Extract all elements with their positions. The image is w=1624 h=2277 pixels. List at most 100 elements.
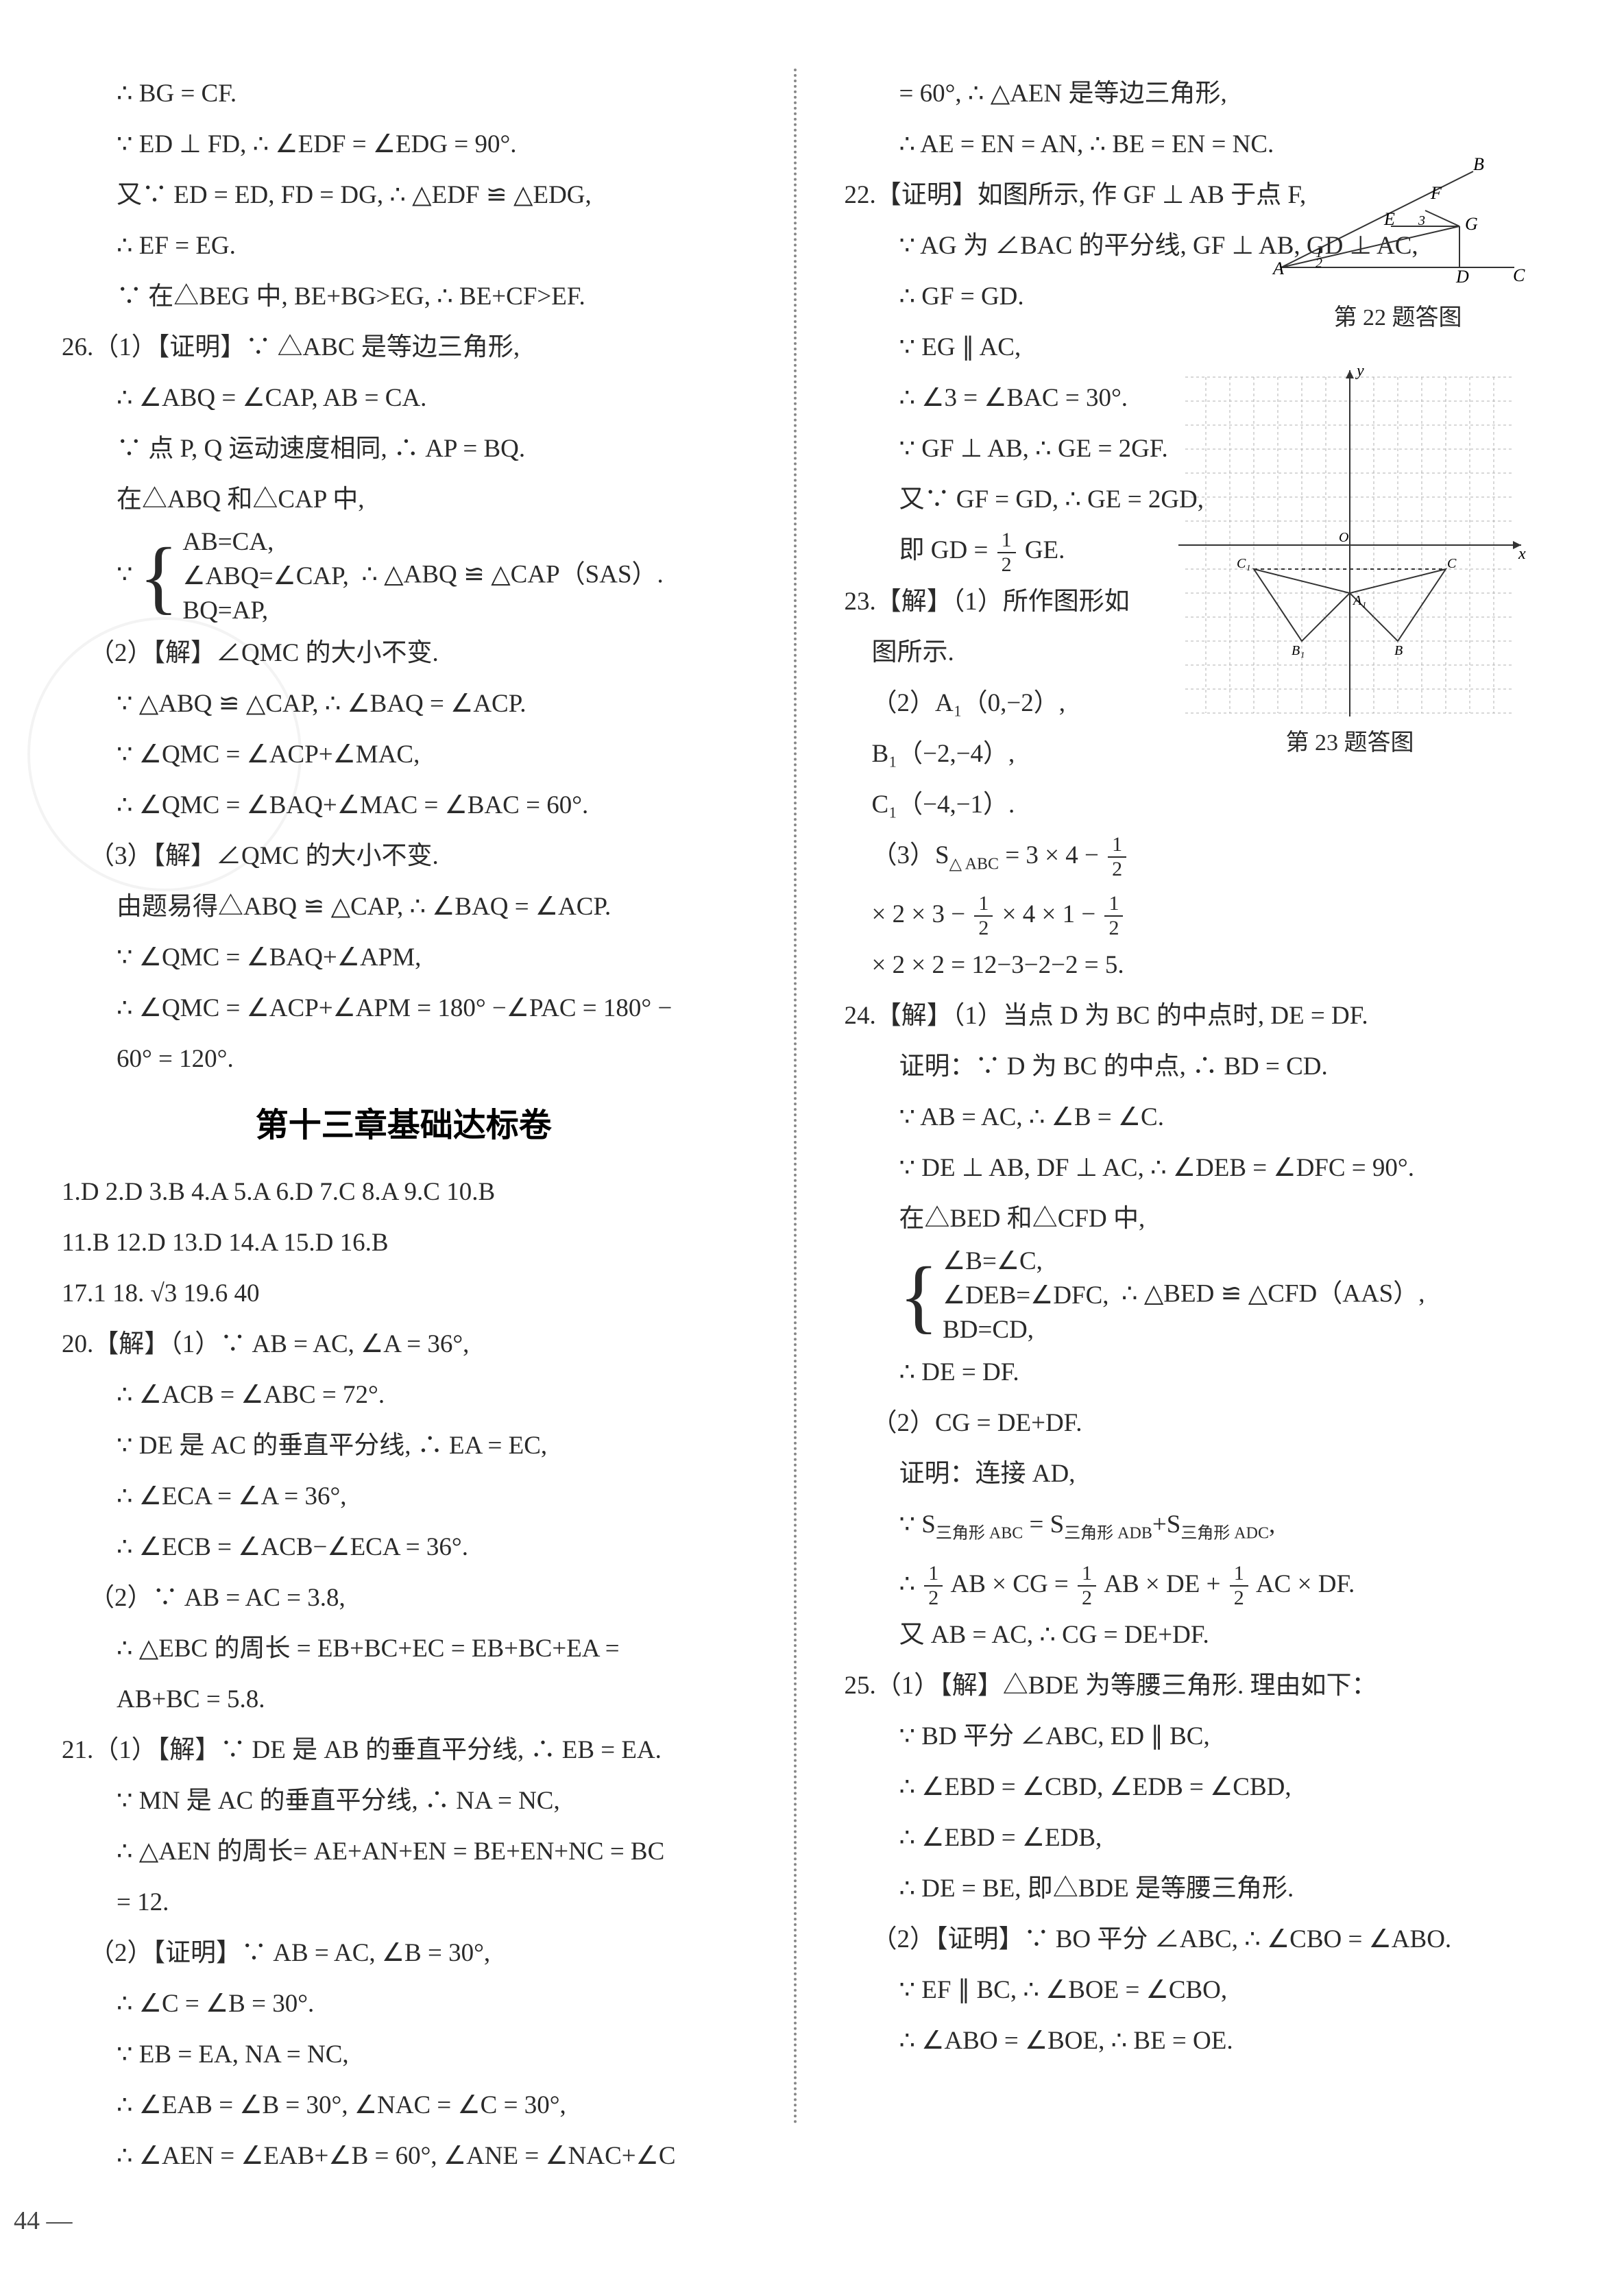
subscript: 三角形 ADC bbox=[1180, 1525, 1269, 1543]
text-line: ∴ DE = BE, 即△BDE 是等腰三角形. bbox=[845, 1864, 1529, 1914]
subscript: 三角形 ADB bbox=[1064, 1525, 1152, 1543]
text-fragment: +S bbox=[1152, 1510, 1180, 1539]
text-line: ∴ ∠QMC = ∠BAQ+∠MAC = ∠BAC = 60°. bbox=[62, 780, 746, 831]
fraction-half: 12 bbox=[1230, 1562, 1248, 1610]
brace-line: ∠DEB=∠DFC, bbox=[943, 1279, 1108, 1313]
chapter-title: 第十三章基础达标卷 bbox=[62, 1085, 746, 1167]
text-line: × 2 × 2 = 12−3−2−2 = 5. bbox=[845, 940, 1529, 991]
text-line: 60° = 120°. bbox=[62, 1034, 746, 1085]
text-line: ∵ EB = EA, NA = NC, bbox=[62, 2029, 746, 2080]
text-line: ∵ ∠QMC = ∠ACP+∠MAC, bbox=[62, 730, 746, 780]
text-fragment: = 3 × 4 − bbox=[999, 841, 1105, 869]
svg-text:2: 2 bbox=[1316, 256, 1322, 271]
subscript: 三角形 ABC bbox=[936, 1525, 1023, 1543]
figure-label: 第 22 题答图 bbox=[1268, 298, 1528, 332]
text-fragment: = S bbox=[1023, 1510, 1064, 1539]
text-line: ∴ ∠EBD = ∠CBD, ∠EDB = ∠CBD, bbox=[845, 1762, 1529, 1813]
text-line: = 12. bbox=[62, 1877, 746, 1928]
q20-head: 20.【解】（1）∵ AB = AC, ∠A = 36°, bbox=[62, 1319, 746, 1370]
fraction-half: 12 bbox=[1108, 833, 1126, 881]
brace-line: AB=CA, bbox=[182, 525, 348, 559]
svg-text:x: x bbox=[1518, 545, 1526, 563]
svg-text:A: A bbox=[1272, 258, 1284, 278]
text-line: ∴ ∠EBD = ∠EDB, bbox=[845, 1813, 1529, 1864]
brace-after: ∴ △BED ≌ △CFD（AAS）, bbox=[1122, 1280, 1425, 1308]
text-line: ∵ MN 是 AC 的垂直平分线, ∴ NA = NC, bbox=[62, 1776, 746, 1827]
q21-head: 21.（1）【解】∵ DE 是 AB 的垂直平分线, ∴ EB = EA. bbox=[62, 1725, 746, 1776]
text-line: ∵ 点 P, Q 运动速度相同, ∴ AP = BQ. bbox=[62, 424, 746, 474]
svg-text:3: 3 bbox=[1418, 213, 1425, 228]
svg-text:C: C bbox=[1513, 265, 1525, 285]
figure-label: 第 23 题答图 bbox=[1172, 723, 1528, 757]
text-fragment: （3）S bbox=[872, 841, 949, 869]
svg-text:B₁: B₁ bbox=[1292, 643, 1305, 658]
text-line: ∴ BG = CF. bbox=[62, 69, 746, 119]
text-line: ∵ AB = AC, ∴ ∠B = ∠C. bbox=[845, 1092, 1529, 1143]
text-line: ∴ DE = DF. bbox=[845, 1347, 1529, 1398]
text-fragment: AB × DE + bbox=[1104, 1570, 1226, 1598]
text-line: ∵ ED ⊥ FD, ∴ ∠EDF = ∠EDG = 90°. bbox=[62, 119, 746, 170]
svg-text:C₁: C₁ bbox=[1237, 556, 1250, 571]
text-line: × 2 × 3 − 12 × 4 × 1 − 12 bbox=[845, 889, 1529, 941]
text-line: ∴ ∠ABO = ∠BOE, ∴ BE = OE. bbox=[845, 2016, 1529, 2067]
text-fragment: 即 GD = bbox=[899, 536, 995, 564]
mcq-row: 11.B 12.D 13.D 14.A 15.D 16.B bbox=[62, 1218, 746, 1268]
text-line: ∵ △ABQ ≌ △CAP, ∴ ∠BAQ = ∠ACP. bbox=[62, 679, 746, 730]
text-line: ∴ ∠ACB = ∠ABC = 72°. bbox=[62, 1370, 746, 1421]
text-line: 由题易得△ABQ ≌ △CAP, ∴ ∠BAQ = ∠ACP. bbox=[62, 882, 746, 932]
text-fragment: × 4 × 1 − bbox=[1002, 900, 1102, 928]
brace-line: BD=CD, bbox=[943, 1313, 1108, 1347]
text-line: 证明：∵ D 为 BC 的中点, ∴ BD = CD. bbox=[845, 1041, 1529, 1092]
text-line: （2）【证明】∵ AB = AC, ∠B = 30°, bbox=[62, 1928, 746, 1979]
text-fragment: × 2 × 3 − bbox=[872, 900, 972, 928]
right-column: = 60°, ∴ △AEN 是等边三角形, ∴ AE = EN = AN, ∴ … bbox=[845, 69, 1529, 2125]
fraction-half: 12 bbox=[1078, 1562, 1096, 1610]
brace-line: ∠ABQ=∠CAP, bbox=[182, 559, 348, 594]
text-line: （2）∵ AB = AC = 3.8, bbox=[62, 1573, 746, 1624]
mcq-row: 17.1 18. √3 19.6 40 bbox=[62, 1268, 746, 1319]
subscript: △ ABC bbox=[949, 855, 999, 873]
svg-text:E: E bbox=[1383, 209, 1395, 229]
text-fragment: GE. bbox=[1025, 536, 1065, 564]
coordinate-grid-icon: x y O A₁ B₁ C₁ B C bbox=[1172, 363, 1528, 720]
q24-head: 24.【解】（1）当点 D 为 BC 的中点时, DE = DF. bbox=[845, 991, 1529, 1041]
fraction-half: 12 bbox=[974, 892, 993, 940]
text-line: ∵ BD 平分 ∠ABC, ED ∥ BC, bbox=[845, 1711, 1529, 1762]
svg-text:C: C bbox=[1447, 556, 1457, 571]
column-divider bbox=[794, 69, 797, 2125]
brace-line: ∠B=∠C, bbox=[943, 1244, 1108, 1279]
text-line: ∴ △AEN 的周长= AE+AN+EN = BE+EN+NC = BC bbox=[62, 1827, 746, 1877]
text-line: ∴ ∠EAB = ∠B = 30°, ∠NAC = ∠C = 30°, bbox=[62, 2080, 746, 2131]
text-line: 在△BED 和△CFD 中, bbox=[845, 1194, 1529, 1244]
text-line: （3）【解】∠QMC 的大小不变. bbox=[62, 831, 746, 882]
text-line: ∵ DE ⊥ AB, DF ⊥ AC, ∴ ∠DEB = ∠DFC = 90°. bbox=[845, 1143, 1529, 1194]
text-line: ∴ ∠ECB = ∠ACB−∠ECA = 36°. bbox=[62, 1522, 746, 1573]
text-line: （2）CG = DE+DF. bbox=[845, 1398, 1529, 1449]
text-line: C₁（−4,−1）. bbox=[845, 780, 1529, 830]
text-line: AB+BC = 5.8. bbox=[62, 1674, 746, 1725]
text-line: 证明：连接 AD, bbox=[845, 1449, 1529, 1499]
text-fragment: , bbox=[1269, 1510, 1275, 1539]
text-fragment: AB × CG = bbox=[951, 1570, 1076, 1598]
svg-text:y: y bbox=[1355, 363, 1364, 380]
triangle-diagram-icon: A B C D E F G 1 2 3 bbox=[1268, 158, 1528, 295]
text-line: （3）S△ ABC = 3 × 4 − 12 bbox=[845, 830, 1529, 889]
text-line: （2）【证明】∵ BO 平分 ∠ABC, ∴ ∠CBO = ∠ABO. bbox=[845, 1914, 1529, 1965]
svg-text:A₁: A₁ bbox=[1352, 593, 1366, 608]
brace-after: ∴ △ABQ ≌ △CAP（SAS）. bbox=[361, 560, 663, 588]
svg-text:O: O bbox=[1339, 530, 1348, 545]
fraction-half: 12 bbox=[1104, 892, 1123, 940]
text-line: ∴ ∠ECA = ∠A = 36°, bbox=[62, 1471, 746, 1522]
svg-text:B: B bbox=[1473, 158, 1484, 174]
figure-22: A B C D E F G 1 2 3 第 22 题答图 bbox=[1268, 158, 1528, 332]
brace-group: { ∠B=∠C, ∠DEB=∠DFC, BD=CD, ∴ △BED ≌ △CFD… bbox=[845, 1244, 1529, 1347]
brace-line: BQ=AP, bbox=[182, 594, 348, 628]
text-line: ∵ 在△BEG 中, BE+BG>EG, ∴ BE+CF>EF. bbox=[62, 272, 746, 322]
text-line: 在△ABQ 和△CAP 中, bbox=[62, 474, 746, 525]
fraction-half: 12 bbox=[924, 1562, 943, 1610]
text-line: ∴ ∠AEN = ∠EAB+∠B = 60°, ∠ANE = ∠NAC+∠C bbox=[62, 2131, 746, 2182]
text-line: 又 AB = AC, ∴ CG = DE+DF. bbox=[845, 1610, 1529, 1661]
q26-head: 26.（1）【证明】∵ △ABC 是等边三角形, bbox=[62, 322, 746, 373]
text-fragment: AC × DF. bbox=[1256, 1570, 1355, 1598]
text-line: 又∵ ED = ED, FD = DG, ∴ △EDF ≌ △EDG, bbox=[62, 170, 746, 221]
